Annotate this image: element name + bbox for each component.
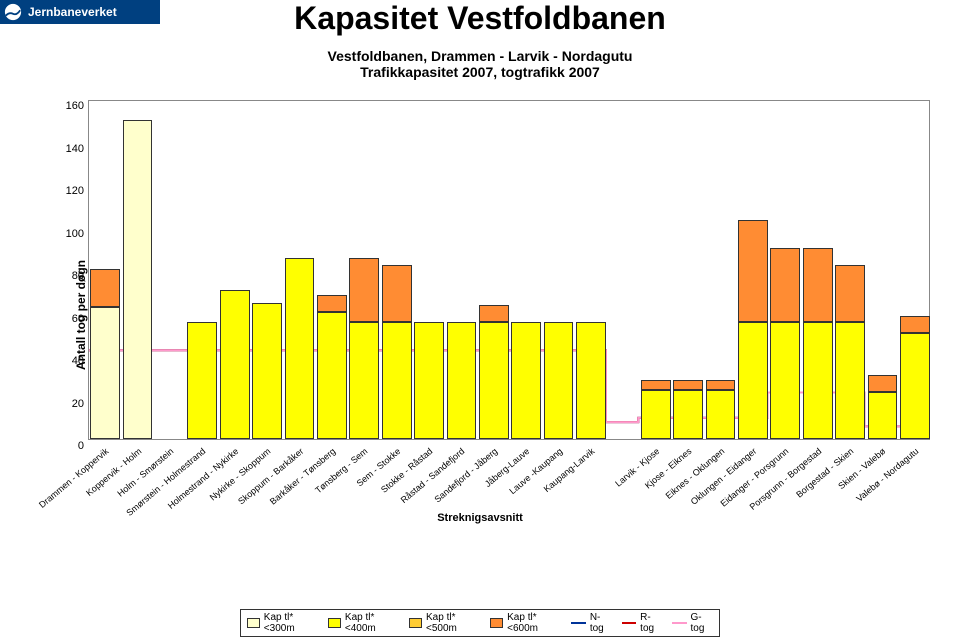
legend-label: G-tog [691, 612, 713, 634]
legend-swatch [247, 618, 260, 628]
legend-label: R-tog [640, 612, 662, 634]
bar-segment [835, 322, 865, 439]
y-tick: 40 [64, 355, 84, 367]
bar-segment [770, 248, 800, 322]
legend-swatch [328, 618, 341, 628]
bar-segment [317, 295, 347, 312]
bar-segment [738, 220, 768, 322]
legend-label: Kap tl*<600m [507, 612, 561, 634]
legend-item: Kap tl*<400m [328, 612, 399, 634]
bar-segment [414, 322, 444, 439]
page-title: Kapasitet Vestfoldbanen [294, 0, 666, 37]
legend-item: N-tog [571, 612, 611, 634]
y-tick: 100 [64, 228, 84, 240]
bar-segment [349, 258, 379, 322]
bar-segment [673, 380, 703, 391]
x-tick-label: Holm - Smørstein [115, 446, 175, 499]
legend-line [672, 622, 686, 624]
x-tick-label: Borgestad - Skien [794, 446, 855, 500]
bar-segment [641, 380, 671, 391]
y-tick: 120 [64, 185, 84, 197]
legend-item: Kap tl*<600m [490, 612, 561, 634]
bar-segment [868, 392, 898, 439]
bar-segment [447, 322, 477, 439]
legend-label: Kap tl*<400m [345, 612, 399, 634]
legend-label: Kap tl*<300m [264, 612, 318, 634]
bar-segment [900, 316, 930, 333]
legend-label: Kap tl*<500m [426, 612, 480, 634]
bar-segment [382, 322, 412, 439]
y-tick: 160 [64, 100, 84, 112]
bar-segment [252, 303, 282, 439]
bar-segment [349, 322, 379, 439]
plot-area [88, 100, 930, 440]
bar-segment [835, 265, 865, 322]
bar-segment [285, 258, 315, 439]
legend: Kap tl*<300m Kap tl*<400m Kap tl*<500m Kap … [240, 609, 720, 637]
bar-segment [317, 312, 347, 440]
legend-label: N-tog [590, 612, 612, 634]
y-tick: 140 [64, 143, 84, 155]
bar-segment [641, 390, 671, 439]
legend-item: Kap tl*<500m [409, 612, 480, 634]
brand-name: Jernbaneverket [28, 5, 117, 19]
legend-item: Kap tl*<300m [247, 612, 318, 634]
bar-segment [220, 290, 250, 439]
bar-segment [544, 322, 574, 439]
bar-segment [479, 322, 509, 439]
bar-segment [900, 333, 930, 439]
page-subtitle: Vestfoldbanen, Drammen - Larvik - Nordag… [328, 48, 633, 80]
chart: Antall tog per døgn Streknigsavsnitt 020… [30, 100, 930, 530]
y-tick: 20 [64, 398, 84, 410]
legend-swatch [409, 618, 422, 628]
x-tick-label: Valebø - Nordagutu [854, 446, 920, 504]
legend-line [622, 622, 636, 624]
brand-header: Jernbaneverket [0, 0, 160, 24]
bar-segment [576, 322, 606, 439]
legend-item: R-tog [622, 612, 662, 634]
y-tick: 80 [64, 270, 84, 282]
legend-line [571, 622, 585, 624]
bar-segment [706, 380, 736, 391]
bar-segment [673, 390, 703, 439]
y-tick: 60 [64, 313, 84, 325]
bar-segment [706, 390, 736, 439]
bar-segment [382, 265, 412, 322]
legend-swatch [490, 618, 503, 628]
y-tick: 0 [64, 440, 84, 452]
bar-segment [738, 322, 768, 439]
bar-segment [868, 375, 898, 392]
legend-item: G-tog [672, 612, 713, 634]
bar-segment [123, 120, 153, 439]
bar-segment [479, 305, 509, 322]
bar-segment [187, 322, 217, 439]
logo-icon [4, 3, 22, 21]
x-axis-title: Streknigsavsnitt [437, 512, 523, 524]
bar-segment [90, 307, 120, 439]
bar-segment [803, 322, 833, 439]
bar-segment [511, 322, 541, 439]
bar-segment [803, 248, 833, 322]
bar-segment [90, 269, 120, 307]
bar-segment [770, 322, 800, 439]
